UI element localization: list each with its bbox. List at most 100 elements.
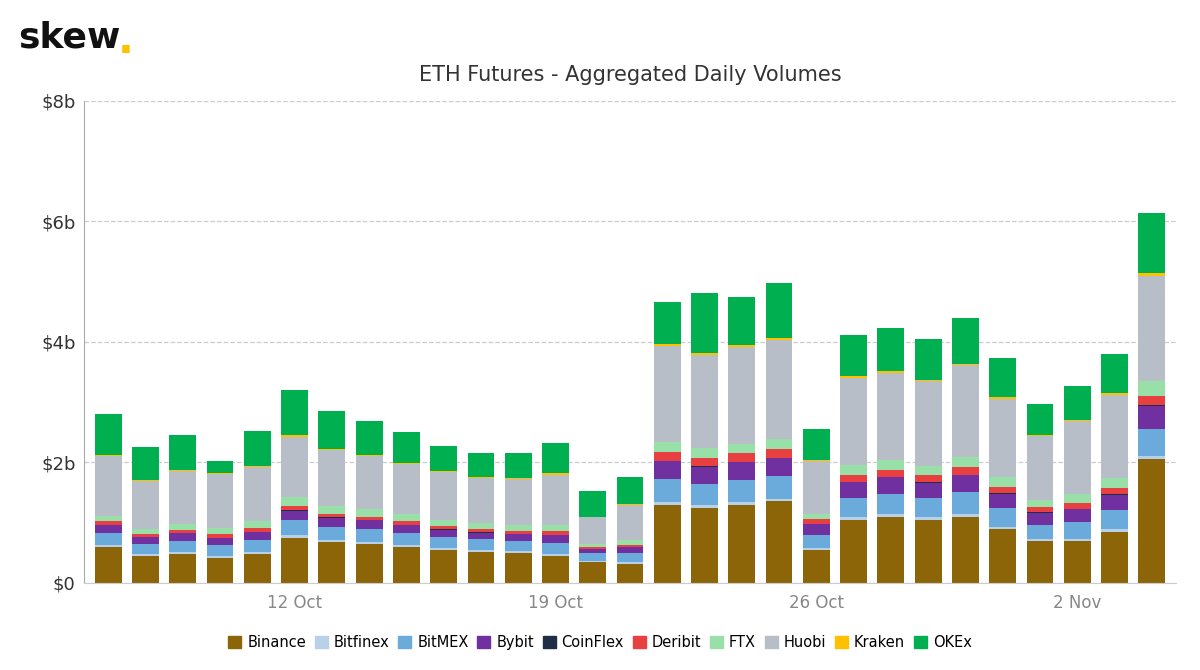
Bar	[1102, 354, 1128, 393]
Bar	[766, 501, 792, 583]
Bar	[691, 505, 718, 508]
Bar	[1064, 541, 1091, 583]
Bar	[392, 462, 420, 464]
Bar	[952, 492, 979, 514]
Bar	[877, 517, 905, 583]
Bar	[952, 364, 979, 365]
Bar	[840, 465, 868, 474]
Bar	[914, 380, 942, 381]
Bar	[468, 478, 494, 523]
Bar	[468, 539, 494, 550]
Bar	[580, 491, 606, 517]
Bar	[318, 514, 346, 517]
Bar	[1064, 494, 1091, 502]
Bar	[505, 541, 532, 551]
Bar	[989, 527, 1016, 529]
Bar	[542, 556, 569, 583]
Bar	[989, 397, 1016, 399]
Bar	[1026, 525, 1054, 539]
Bar	[318, 540, 346, 542]
Bar	[766, 338, 792, 340]
Bar	[691, 508, 718, 583]
Bar	[281, 520, 308, 535]
Bar	[281, 390, 308, 436]
Bar	[952, 514, 979, 517]
Bar	[132, 537, 158, 544]
Bar	[431, 537, 457, 548]
Bar	[691, 458, 718, 466]
Bar	[244, 431, 271, 466]
Bar	[1139, 405, 1165, 429]
Bar	[1139, 456, 1165, 460]
Bar	[877, 373, 905, 460]
Bar	[95, 547, 121, 583]
Bar	[281, 535, 308, 537]
Bar	[617, 477, 643, 505]
Bar	[803, 549, 829, 583]
Bar	[505, 525, 532, 531]
Bar	[468, 476, 494, 478]
Bar	[132, 481, 158, 529]
Bar	[505, 534, 532, 541]
Bar	[132, 544, 158, 554]
Bar	[654, 302, 680, 344]
Bar	[1026, 539, 1054, 541]
Bar	[580, 517, 606, 544]
Bar	[206, 545, 234, 556]
Bar	[580, 549, 606, 553]
Bar	[952, 457, 979, 467]
Bar	[1064, 387, 1091, 420]
Bar	[1139, 276, 1165, 381]
Bar	[169, 541, 196, 552]
Bar	[803, 524, 829, 535]
Bar	[840, 474, 868, 482]
Bar	[580, 547, 606, 549]
Bar	[1102, 478, 1128, 488]
Bar	[542, 543, 569, 554]
Bar	[244, 528, 271, 532]
Bar	[468, 551, 494, 583]
Bar	[355, 541, 383, 544]
Bar	[617, 553, 643, 562]
Bar	[989, 494, 1016, 509]
Bar	[468, 529, 494, 532]
Bar	[952, 467, 979, 475]
Bar	[392, 533, 420, 545]
Bar	[877, 470, 905, 477]
Bar	[392, 464, 420, 515]
Bar	[914, 339, 942, 380]
Bar	[169, 470, 196, 471]
Bar	[803, 548, 829, 549]
Bar	[355, 517, 383, 520]
Bar	[392, 432, 420, 462]
Bar	[728, 347, 755, 444]
Bar	[691, 484, 718, 505]
Bar	[877, 371, 905, 373]
Bar	[840, 520, 868, 583]
Bar	[840, 517, 868, 520]
Bar	[1026, 436, 1054, 500]
Bar	[840, 498, 868, 517]
Bar	[169, 471, 196, 524]
Bar	[1026, 435, 1054, 436]
Bar	[505, 531, 532, 534]
Bar	[281, 506, 308, 510]
Bar	[1064, 523, 1091, 539]
Bar	[542, 444, 569, 474]
Bar	[803, 535, 829, 548]
Bar	[95, 414, 121, 455]
Bar	[1026, 507, 1054, 513]
Bar	[169, 554, 196, 583]
Bar	[914, 475, 942, 482]
Bar	[766, 283, 792, 338]
Bar	[355, 521, 383, 529]
Bar	[468, 550, 494, 551]
Bar	[914, 381, 942, 466]
Bar	[617, 562, 643, 563]
Bar	[952, 365, 979, 457]
Bar	[431, 530, 457, 537]
Bar	[1026, 500, 1054, 507]
Bar	[1102, 529, 1128, 532]
Bar	[169, 524, 196, 530]
Bar	[654, 442, 680, 452]
